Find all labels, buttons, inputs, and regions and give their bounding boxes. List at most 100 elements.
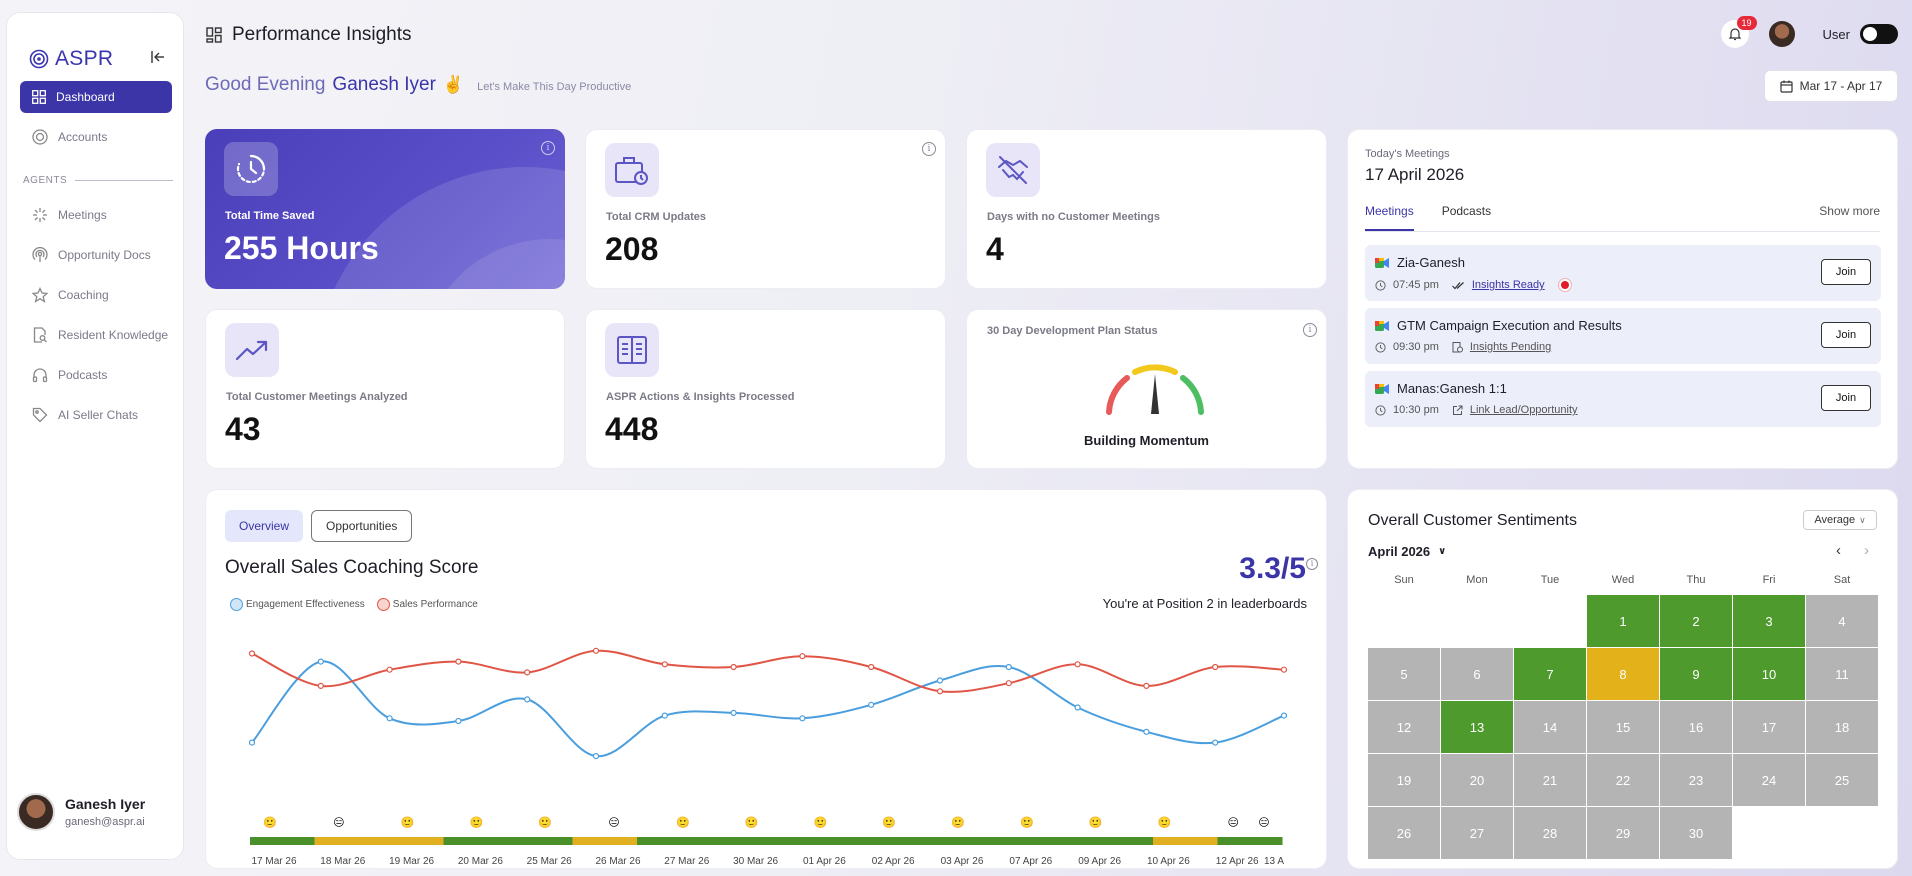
- data-point[interactable]: [868, 701, 875, 708]
- calendar-day[interactable]: 20: [1441, 754, 1513, 806]
- calendar-day[interactable]: 3: [1733, 595, 1805, 647]
- calendar-day[interactable]: 22: [1587, 754, 1659, 806]
- calendar-day[interactable]: 18: [1806, 701, 1878, 753]
- sidebar-item-meetings[interactable]: Meetings: [20, 199, 172, 231]
- prev-month-button[interactable]: ‹: [1836, 542, 1841, 559]
- legend-item-engagement[interactable]: Engagement Effectiveness: [230, 598, 365, 611]
- calendar-day[interactable]: 25: [1806, 754, 1878, 806]
- data-point[interactable]: [799, 715, 806, 722]
- data-point[interactable]: [317, 682, 324, 689]
- calendar-day[interactable]: 27: [1441, 807, 1513, 859]
- calendar-month-picker[interactable]: April 2026 ∨: [1368, 544, 1446, 559]
- data-point[interactable]: [868, 663, 875, 671]
- sidebar-item-accounts[interactable]: Accounts: [20, 121, 172, 153]
- calendar-day[interactable]: 12: [1368, 701, 1440, 753]
- collapse-sidebar-button[interactable]: [147, 46, 169, 68]
- show-more-link[interactable]: Show more: [1819, 204, 1880, 218]
- tab-opportunities[interactable]: Opportunities: [311, 510, 413, 542]
- sentiment-aggregate-select[interactable]: Average ∨: [1803, 510, 1877, 530]
- info-icon[interactable]: i: [922, 142, 936, 156]
- calendar-day[interactable]: 5: [1368, 648, 1440, 700]
- info-icon[interactable]: i: [1306, 558, 1318, 570]
- data-point[interactable]: [386, 666, 393, 673]
- brand-logo[interactable]: ASPR: [29, 47, 113, 71]
- data-point[interactable]: [936, 677, 944, 684]
- calendar-day[interactable]: 28: [1514, 807, 1586, 859]
- data-point[interactable]: [592, 647, 600, 654]
- date-range-picker[interactable]: Mar 17 - Apr 17: [1764, 70, 1898, 102]
- info-icon[interactable]: i: [1303, 323, 1317, 337]
- insights-link[interactable]: Insights Ready: [1471, 279, 1545, 291]
- data-point[interactable]: [1212, 739, 1219, 746]
- data-point[interactable]: [1005, 680, 1012, 687]
- data-point[interactable]: [1280, 712, 1288, 719]
- data-point[interactable]: [936, 688, 944, 695]
- data-point[interactable]: [799, 653, 806, 660]
- calendar-day[interactable]: 29: [1587, 807, 1659, 859]
- calendar-day[interactable]: 15: [1587, 701, 1659, 753]
- notifications-button[interactable]: 19: [1720, 16, 1757, 48]
- calendar-day[interactable]: 13: [1441, 701, 1513, 753]
- user-mode-toggle[interactable]: [1860, 24, 1898, 44]
- insights-link[interactable]: Insights Pending: [1469, 341, 1552, 353]
- calendar-day[interactable]: 7: [1514, 648, 1586, 700]
- data-point[interactable]: [1280, 666, 1288, 673]
- sidebar-item-opportunity-docs[interactable]: Opportunity Docs: [20, 239, 172, 271]
- calendar-day[interactable]: 16: [1660, 701, 1732, 753]
- sidebar-user-profile[interactable]: Ganesh Iyer ganesh@aspr.ai: [17, 793, 145, 831]
- data-point[interactable]: [592, 753, 600, 760]
- calendar-day[interactable]: 9: [1660, 648, 1732, 700]
- data-point[interactable]: [248, 739, 256, 746]
- calendar-day[interactable]: 30: [1660, 807, 1732, 859]
- data-point[interactable]: [661, 712, 668, 719]
- data-point[interactable]: [455, 717, 462, 725]
- data-point[interactable]: [1212, 663, 1219, 671]
- sidebar-item-coaching[interactable]: Coaching: [20, 279, 172, 311]
- data-point[interactable]: [1074, 704, 1081, 711]
- calendar-day[interactable]: 14: [1514, 701, 1586, 753]
- data-point[interactable]: [386, 715, 393, 722]
- avatar[interactable]: [1768, 21, 1795, 47]
- join-button[interactable]: Join: [1821, 322, 1871, 348]
- calendar-day[interactable]: 4: [1806, 595, 1878, 647]
- data-point[interactable]: [1074, 661, 1081, 668]
- tab-meetings[interactable]: Meetings: [1365, 204, 1414, 231]
- link-opportunity-link[interactable]: Link Lead/Opportunity: [1469, 404, 1578, 416]
- sidebar-item-ai-seller-chats[interactable]: AI Seller Chats: [20, 399, 172, 431]
- data-point[interactable]: [317, 658, 324, 665]
- next-month-button[interactable]: ›: [1864, 542, 1869, 559]
- legend-item-sales[interactable]: Sales Performance: [376, 598, 478, 611]
- meeting-item[interactable]: GTM Campaign Execution and Results 09:30…: [1365, 308, 1881, 364]
- data-point[interactable]: [248, 650, 256, 657]
- data-point[interactable]: [661, 661, 668, 668]
- calendar-day[interactable]: 23: [1660, 754, 1732, 806]
- meeting-item[interactable]: Zia-Ganesh 07:45 pm Insights Ready Join: [1365, 245, 1881, 301]
- data-point[interactable]: [524, 669, 531, 676]
- data-point[interactable]: [730, 663, 737, 671]
- join-button[interactable]: Join: [1821, 385, 1871, 411]
- info-icon[interactable]: i: [541, 141, 555, 155]
- tab-podcasts[interactable]: Podcasts: [1441, 204, 1492, 218]
- calendar-day[interactable]: 17: [1733, 701, 1805, 753]
- data-point[interactable]: [455, 658, 462, 665]
- data-point[interactable]: [1143, 682, 1150, 689]
- calendar-day[interactable]: 19: [1368, 754, 1440, 806]
- meeting-item[interactable]: Manas:Ganesh 1:1 10:30 pm Link Lead/Oppo…: [1365, 371, 1881, 427]
- calendar-day[interactable]: 26: [1368, 807, 1440, 859]
- sidebar-item-dashboard[interactable]: Dashboard: [20, 81, 172, 113]
- data-point[interactable]: [730, 709, 737, 716]
- sidebar-item-resident-knowledge[interactable]: Resident Knowledge: [20, 319, 172, 351]
- calendar-day[interactable]: 8: [1587, 648, 1659, 700]
- join-button[interactable]: Join: [1821, 259, 1871, 285]
- calendar-day[interactable]: 24: [1733, 754, 1805, 806]
- sidebar-item-podcasts[interactable]: Podcasts: [20, 359, 172, 391]
- calendar-day[interactable]: 10: [1733, 648, 1805, 700]
- calendar-day[interactable]: 2: [1660, 595, 1732, 647]
- calendar-day[interactable]: 6: [1441, 648, 1513, 700]
- data-point[interactable]: [1143, 728, 1150, 735]
- calendar-day[interactable]: 1: [1587, 595, 1659, 647]
- data-point[interactable]: [524, 696, 531, 703]
- tab-overview[interactable]: Overview: [225, 510, 304, 542]
- calendar-day[interactable]: 11: [1806, 648, 1878, 700]
- data-point[interactable]: [1005, 663, 1012, 671]
